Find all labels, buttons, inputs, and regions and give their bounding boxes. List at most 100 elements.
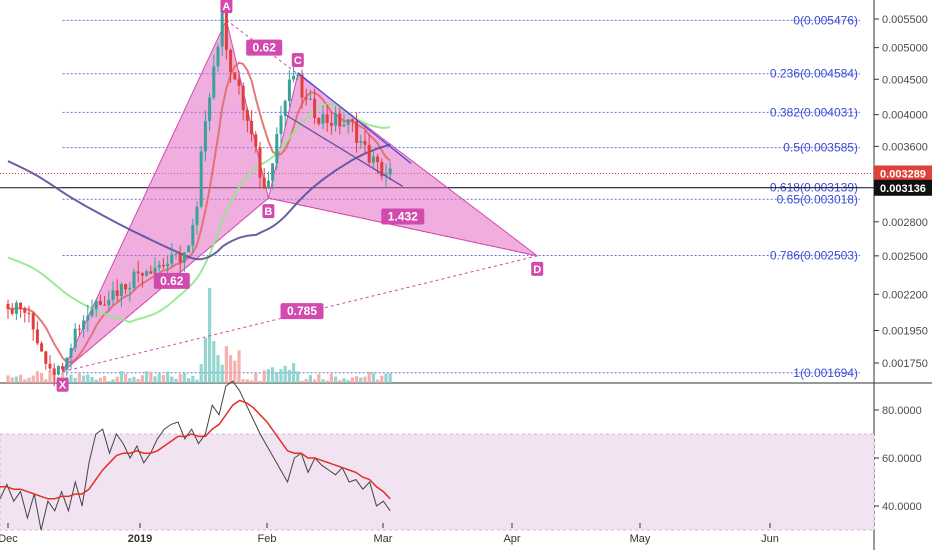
ratio-label: 0.785 [287,304,317,318]
fibonacci-retracement[interactable]: 0(0.005476) 0.236(0.004584) 0.382(0.004031… [0,13,874,380]
point-label-x: X [59,380,67,392]
volume-bar [170,376,174,383]
ratio-label: 1.432 [388,209,418,223]
volume-bar [308,375,312,383]
ma-slow-line [7,143,391,261]
candle-body [355,121,359,143]
volume-bar [287,369,291,383]
price-badges: 0.003289 0.003136 [874,165,932,196]
volume-bar [359,377,363,383]
volume-bar [73,377,77,383]
volume-bar [321,379,325,383]
candle-body [31,313,35,330]
volume-bar [334,376,338,383]
candle-body [119,284,123,297]
candle-body [191,224,195,246]
candle-body [107,299,111,306]
point-label-b: B [264,206,272,218]
time-axis[interactable]: Dec 2019 Feb Mar Apr May Jun [0,523,779,545]
oscillator-signal-line [0,399,391,500]
volume-bar [275,372,279,383]
volume-bar [329,373,333,383]
volume-bar [237,350,241,383]
candle-body [313,98,317,119]
price-tick-label: 0.002500 [882,251,928,263]
crosshair-price-badge-label: 0.003136 [880,183,926,195]
volume-bar [27,377,31,383]
price-axis[interactable]: 0.005500 0.005000 0.004500 0.004000 0.003600… [874,14,928,370]
volume-bar [317,374,321,383]
candle-body [19,302,23,309]
volume-bar [145,371,149,383]
volume-bar [31,375,35,383]
fib-label: 0.236(0.004584) [770,67,858,81]
candle-body [56,366,60,375]
moving-averages [7,61,391,364]
oscillator: 80.0000 60.0000 40.0000 [0,380,922,531]
candle-body [44,351,48,364]
candle-body [304,97,308,99]
candle-body [182,252,186,263]
candle-body [61,366,65,370]
upper-trendline [297,72,412,164]
point-label-c: C [294,55,302,67]
volume-bar [19,374,23,383]
price-tick-label: 0.002200 [882,289,928,301]
candle-body [35,329,39,344]
volume-bar [35,371,39,383]
volume-bar [300,380,304,383]
candle-body [69,347,73,358]
point-marker-c [291,52,304,67]
volume-bar [271,367,275,383]
candle-body [161,264,165,267]
candle-body [27,312,31,314]
candle-body [52,368,56,375]
candle-body [296,74,300,76]
ratio-label: 0.62 [253,41,277,55]
candle-body [14,302,18,314]
candle-body [216,46,220,67]
candle-body [212,66,216,98]
candle-body [334,113,338,126]
volume-bar [262,370,266,383]
candle-body [300,74,304,98]
volume-bar [111,379,115,383]
volume-bar [224,346,228,383]
candle-body [224,12,228,50]
candle-body [111,290,115,300]
candle-body [23,308,27,313]
candle-body [283,101,287,116]
point-marker-b [262,204,275,219]
candle-body [208,97,212,122]
volume-bar [203,338,207,383]
candle-body [199,151,203,207]
time-tick-label: Mar [374,533,393,545]
volume-bar [363,376,367,383]
volume-bar [10,377,14,383]
trendlines[interactable] [284,72,412,187]
pattern-labels[interactable]: X A B C D 0.62 0.62 1.432 0.785 [56,0,544,392]
volume-bar [124,373,128,383]
candle-body [258,146,262,178]
volume-bar [342,378,346,383]
candlesticks [6,0,392,387]
volume-bar [384,373,388,383]
time-tick-label: Dec [0,533,18,545]
volume-bar [69,374,73,383]
candle-body [136,271,140,274]
point-marker-a [220,0,233,14]
candle-body [6,303,10,309]
crosshair-price-badge-box [874,179,932,196]
fib-label: 0.65(0.003018) [777,192,858,206]
ma-medium-line [7,103,391,323]
candle-body [363,140,367,145]
volume-bar [153,376,157,383]
volume-bar [174,378,178,383]
volume-bar [157,373,161,383]
candle-body [371,156,375,163]
candle-body [166,263,170,267]
price-tick-label: 0.004000 [882,110,928,122]
candle-body [237,79,241,86]
oscillator-main-line [0,380,391,531]
